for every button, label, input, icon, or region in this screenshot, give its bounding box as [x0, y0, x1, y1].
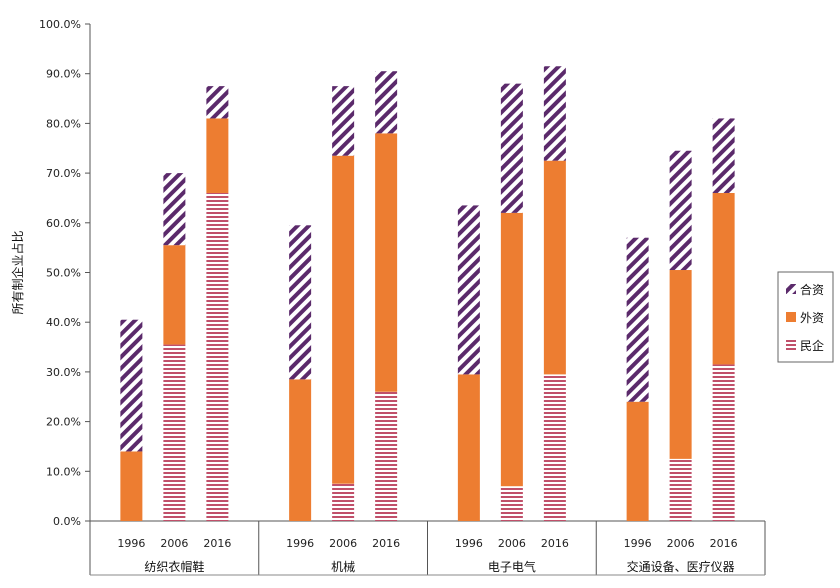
- x-tick-label: 2006: [667, 537, 695, 550]
- bar-segment-外资: [289, 379, 312, 521]
- legend-swatch-合资: [786, 284, 796, 294]
- x-tick-label: 2016: [372, 537, 400, 550]
- group-label: 交通设备、医疗仪器: [627, 559, 735, 574]
- axes: 0.0% 10.0% 20.0% 30.0% 40.0% 50.0% 60.0% 70.0% 8…: [10, 18, 766, 576]
- bar-segment-合资: [669, 150, 692, 271]
- bar-segment-外资: [543, 160, 566, 375]
- legend-swatch-民企: [786, 340, 796, 350]
- bar-segment-民企: [543, 374, 566, 521]
- bar-segment-民企: [500, 486, 523, 521]
- bar-segment-外资: [332, 155, 355, 484]
- legend-swatch-外资: [786, 312, 796, 322]
- y-tick-label: 90.0%: [46, 68, 81, 81]
- x-tick-label: 1996: [455, 537, 483, 550]
- bar-segment-外资: [712, 192, 735, 365]
- y-tick-label: 30.0%: [46, 366, 81, 379]
- bar-segment-合资: [457, 205, 480, 375]
- bar-segment-民企: [332, 483, 355, 521]
- bar-segment-外资: [375, 133, 398, 392]
- bar-segment-合资: [332, 86, 355, 156]
- bar-segment-外资: [669, 270, 692, 459]
- x-tick-label: 2016: [203, 537, 231, 550]
- bar-segment-民企: [669, 458, 692, 521]
- bar-segment-外资: [626, 401, 649, 521]
- bar-segment-民企: [712, 364, 735, 521]
- category-labels: 1996 2006 2016 纺织衣帽鞋 1996 2006 2016 机械 1996 2006 2…: [117, 537, 737, 574]
- bar-segment-合资: [163, 173, 186, 246]
- x-tick-label: 1996: [286, 537, 314, 550]
- bar-segment-民企: [375, 391, 398, 521]
- bar-segment-民企: [206, 192, 229, 522]
- bar-segment-合资: [375, 71, 398, 134]
- bar-segment-合资: [289, 225, 312, 380]
- y-axis-title: 所有制企业占比: [10, 230, 25, 314]
- y-tick-label: 20.0%: [46, 416, 81, 429]
- group-label: 纺织衣帽鞋: [144, 559, 204, 574]
- legend-label: 合资: [800, 282, 824, 297]
- y-tick-label: 50.0%: [46, 267, 81, 280]
- y-tick-label: 100.0%: [39, 18, 81, 31]
- y-tick-label: 40.0%: [46, 316, 81, 329]
- bar-segment-外资: [457, 374, 480, 521]
- group-label: 电子电气: [488, 559, 536, 574]
- y-tick-label: 80.0%: [46, 117, 81, 130]
- bar-segment-合资: [500, 83, 523, 213]
- x-tick-label: 2006: [498, 537, 526, 550]
- x-tick-label: 2016: [710, 537, 738, 550]
- x-tick-label: 1996: [624, 537, 652, 550]
- legend-label: 民企: [800, 338, 824, 353]
- bar-segment-合资: [543, 66, 566, 161]
- bar-segment-外资: [120, 451, 143, 521]
- group-label: 机械: [331, 559, 355, 574]
- bar-segment-外资: [206, 118, 229, 193]
- y-tick-label: 70.0%: [46, 167, 81, 180]
- bars: [120, 66, 735, 522]
- bar-segment-合资: [712, 118, 735, 193]
- bar-segment-外资: [163, 245, 186, 345]
- y-tick-label: 10.0%: [46, 465, 81, 478]
- bar-segment-合资: [206, 86, 229, 119]
- bar-segment-合资: [120, 319, 143, 452]
- x-tick-label: 2016: [541, 537, 569, 550]
- x-tick-label: 1996: [117, 537, 145, 550]
- bar-segment-合资: [626, 237, 649, 402]
- y-tick-label: 60.0%: [46, 217, 81, 230]
- bar-segment-外资: [500, 212, 523, 487]
- bar-segment-民企: [163, 344, 186, 521]
- x-tick-label: 2006: [329, 537, 357, 550]
- legend-label: 外资: [800, 311, 824, 325]
- y-tick-label: 0.0%: [53, 515, 81, 528]
- x-tick-label: 2006: [160, 537, 188, 550]
